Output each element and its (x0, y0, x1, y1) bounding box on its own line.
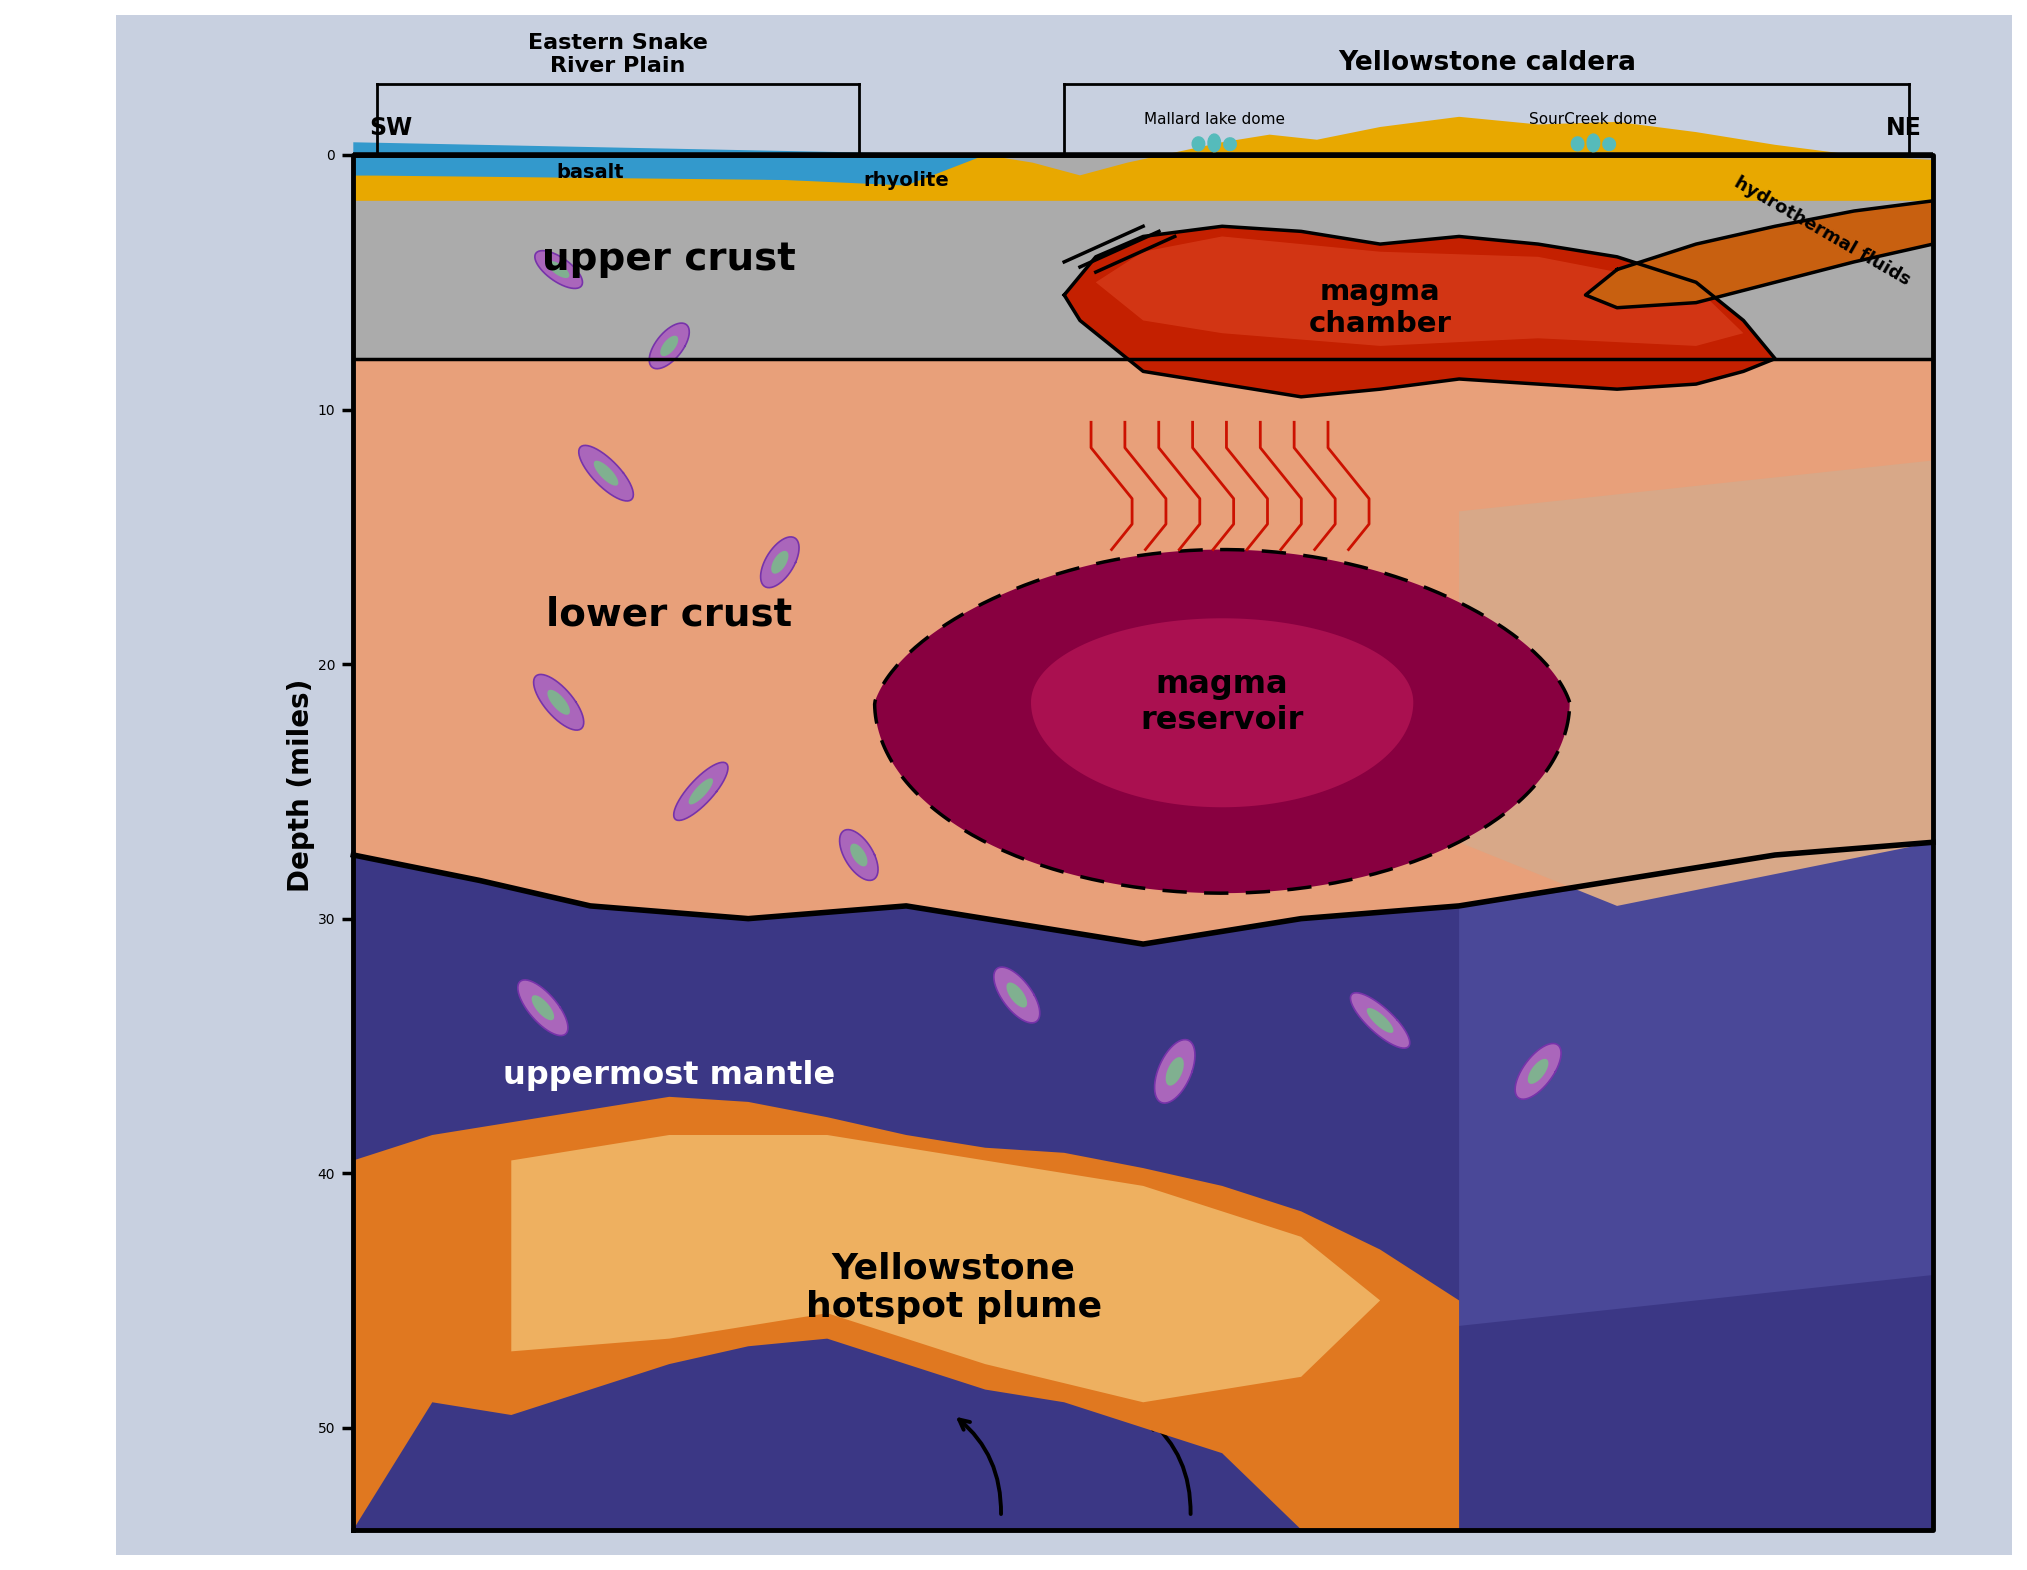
Polygon shape (1097, 237, 1743, 345)
Polygon shape (517, 980, 568, 1036)
Polygon shape (1528, 1058, 1549, 1083)
Polygon shape (1571, 137, 1583, 151)
Polygon shape (689, 779, 714, 804)
Text: Yellowstone caldera: Yellowstone caldera (1338, 50, 1636, 75)
Text: Eastern Snake
River Plain: Eastern Snake River Plain (527, 33, 707, 75)
Polygon shape (1459, 358, 1934, 868)
Text: SW: SW (369, 116, 411, 140)
Polygon shape (511, 1135, 1380, 1402)
Polygon shape (1603, 138, 1616, 151)
Polygon shape (1032, 619, 1413, 807)
Polygon shape (353, 155, 1934, 358)
Polygon shape (649, 323, 689, 369)
Text: hydrothermal fluids: hydrothermal fluids (1731, 174, 1913, 289)
Polygon shape (353, 358, 1934, 944)
Polygon shape (1538, 816, 1934, 1275)
Text: NE: NE (1885, 116, 1922, 140)
Polygon shape (580, 446, 632, 501)
Polygon shape (1208, 133, 1220, 152)
Polygon shape (1585, 201, 1934, 308)
Polygon shape (531, 995, 553, 1020)
Polygon shape (1064, 226, 1776, 397)
Polygon shape (1155, 1039, 1196, 1104)
Polygon shape (1366, 1008, 1393, 1033)
Polygon shape (353, 842, 1934, 1529)
Polygon shape (1166, 1057, 1184, 1086)
Text: Mallard lake dome: Mallard lake dome (1143, 113, 1285, 127)
Polygon shape (1459, 460, 1934, 906)
Polygon shape (849, 843, 868, 867)
Text: rhyolite: rhyolite (864, 171, 949, 190)
Polygon shape (353, 1377, 1934, 1529)
Polygon shape (535, 251, 582, 289)
Polygon shape (993, 967, 1040, 1024)
Polygon shape (1380, 1020, 1934, 1529)
Polygon shape (353, 116, 1934, 201)
Polygon shape (1697, 1377, 1934, 1529)
Polygon shape (1192, 137, 1204, 151)
Polygon shape (353, 116, 1934, 1529)
Polygon shape (839, 829, 878, 881)
Text: uppermost mantle: uppermost mantle (503, 1060, 835, 1091)
Polygon shape (1514, 1044, 1561, 1099)
Text: lower crust: lower crust (545, 597, 793, 634)
Polygon shape (547, 689, 570, 714)
Polygon shape (1587, 133, 1599, 152)
Polygon shape (547, 261, 570, 278)
Polygon shape (760, 537, 799, 587)
Polygon shape (1459, 842, 1934, 1327)
Polygon shape (874, 550, 1569, 893)
Polygon shape (673, 763, 728, 821)
Polygon shape (661, 336, 679, 356)
Polygon shape (353, 143, 985, 185)
Text: magma
chamber: magma chamber (1309, 278, 1451, 338)
Text: basalt: basalt (557, 163, 624, 182)
Text: Yellowstone
hotspot plume: Yellowstone hotspot plume (805, 1251, 1101, 1325)
Polygon shape (1224, 138, 1236, 151)
Polygon shape (533, 675, 584, 730)
Text: SourCreek dome: SourCreek dome (1530, 113, 1658, 127)
Polygon shape (594, 460, 618, 485)
Polygon shape (770, 551, 789, 573)
Text: upper crust: upper crust (543, 240, 797, 278)
Polygon shape (1007, 983, 1028, 1008)
Y-axis label: Depth (miles): Depth (miles) (288, 678, 314, 892)
Polygon shape (1350, 992, 1409, 1049)
Text: magma
reservoir: magma reservoir (1141, 669, 1303, 736)
Polygon shape (353, 155, 953, 176)
Polygon shape (353, 1097, 1459, 1529)
Polygon shape (353, 155, 906, 181)
